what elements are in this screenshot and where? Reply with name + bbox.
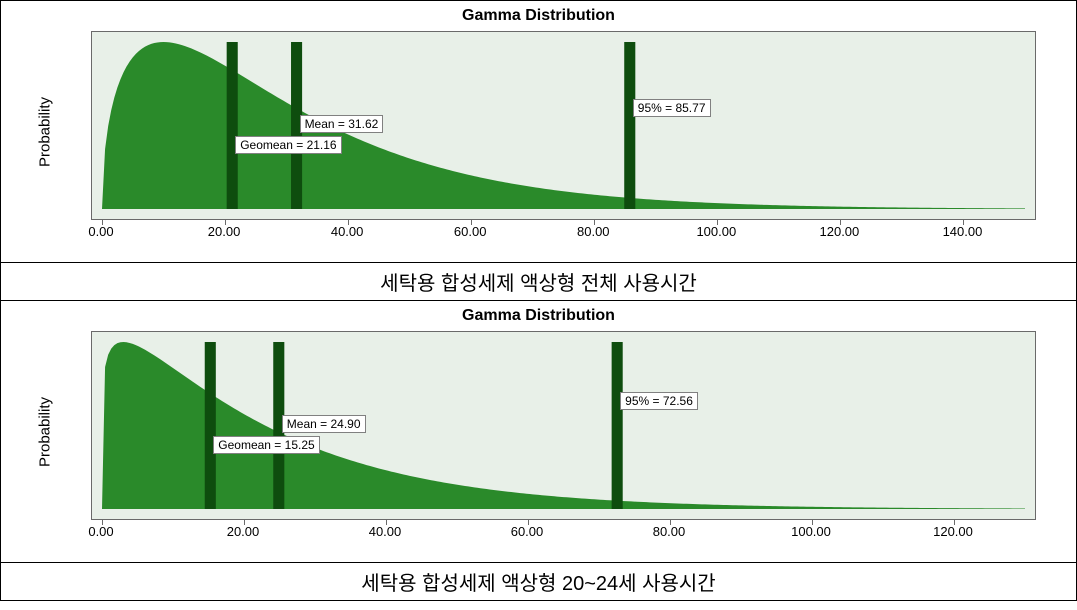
x-tick-label: 80.00 xyxy=(653,524,686,539)
x-tick-label: 60.00 xyxy=(454,224,487,239)
stat-label-box: 95% = 72.56 xyxy=(620,392,698,410)
x-tick-label: 20.00 xyxy=(208,224,241,239)
chart-title: Gamma Distribution xyxy=(1,7,1076,25)
x-tick-label: 120.00 xyxy=(933,524,973,539)
y-axis-label: Probability xyxy=(37,396,54,466)
stat-label-box: Geomean = 21.16 xyxy=(235,136,341,154)
gamma-area xyxy=(102,42,1025,209)
plot-frame: Geomean = 15.25 Mean = 24.90 95% = 72.56 xyxy=(91,331,1036,520)
x-tick-label: 40.00 xyxy=(369,524,402,539)
chart-cell-1: Gamma Distribution Probability Geomean = 1… xyxy=(1,301,1077,563)
x-tick-label: 60.00 xyxy=(511,524,544,539)
x-tick-label: 120.00 xyxy=(820,224,860,239)
charts-table: Gamma Distribution Probability Geomean = 2… xyxy=(0,0,1077,601)
chart-title: Gamma Distribution xyxy=(1,307,1076,325)
x-tick-label: 20.00 xyxy=(227,524,260,539)
chart-caption-0: 세탁용 합성세제 액상형 전체 사용시간 xyxy=(1,263,1077,301)
x-axis-ticks: 0.00 20.00 40.00 60.00 80.00 100.00 120.00 140.… xyxy=(91,224,1036,244)
x-tick-label: 100.00 xyxy=(791,524,831,539)
gamma-area xyxy=(102,342,1025,509)
plot-area xyxy=(102,42,1025,209)
x-tick-label: 0.00 xyxy=(88,524,113,539)
plot-area xyxy=(102,342,1025,509)
x-tick-label: 0.00 xyxy=(88,224,113,239)
x-axis-ticks: 0.00 20.00 40.00 60.00 80.00 100.00 120.00 xyxy=(91,524,1036,544)
stat-label-box: Mean = 24.90 xyxy=(282,415,366,433)
stat-label-box: Geomean = 15.25 xyxy=(213,436,319,454)
x-tick-label: 80.00 xyxy=(577,224,610,239)
x-tick-label: 100.00 xyxy=(696,224,736,239)
y-axis-label: Probability xyxy=(37,96,54,166)
stat-label-box: Mean = 31.62 xyxy=(300,115,384,133)
x-tick-label: 140.00 xyxy=(943,224,983,239)
stat-label-box: 95% = 85.77 xyxy=(633,99,711,117)
x-tick-label: 40.00 xyxy=(331,224,364,239)
chart-cell-0: Gamma Distribution Probability Geomean = 2… xyxy=(1,1,1077,263)
chart-caption-1: 세탁용 합성세제 액상형 20~24세 사용시간 xyxy=(1,563,1077,601)
plot-frame: Geomean = 21.16 Mean = 31.62 95% = 85.77 xyxy=(91,31,1036,220)
